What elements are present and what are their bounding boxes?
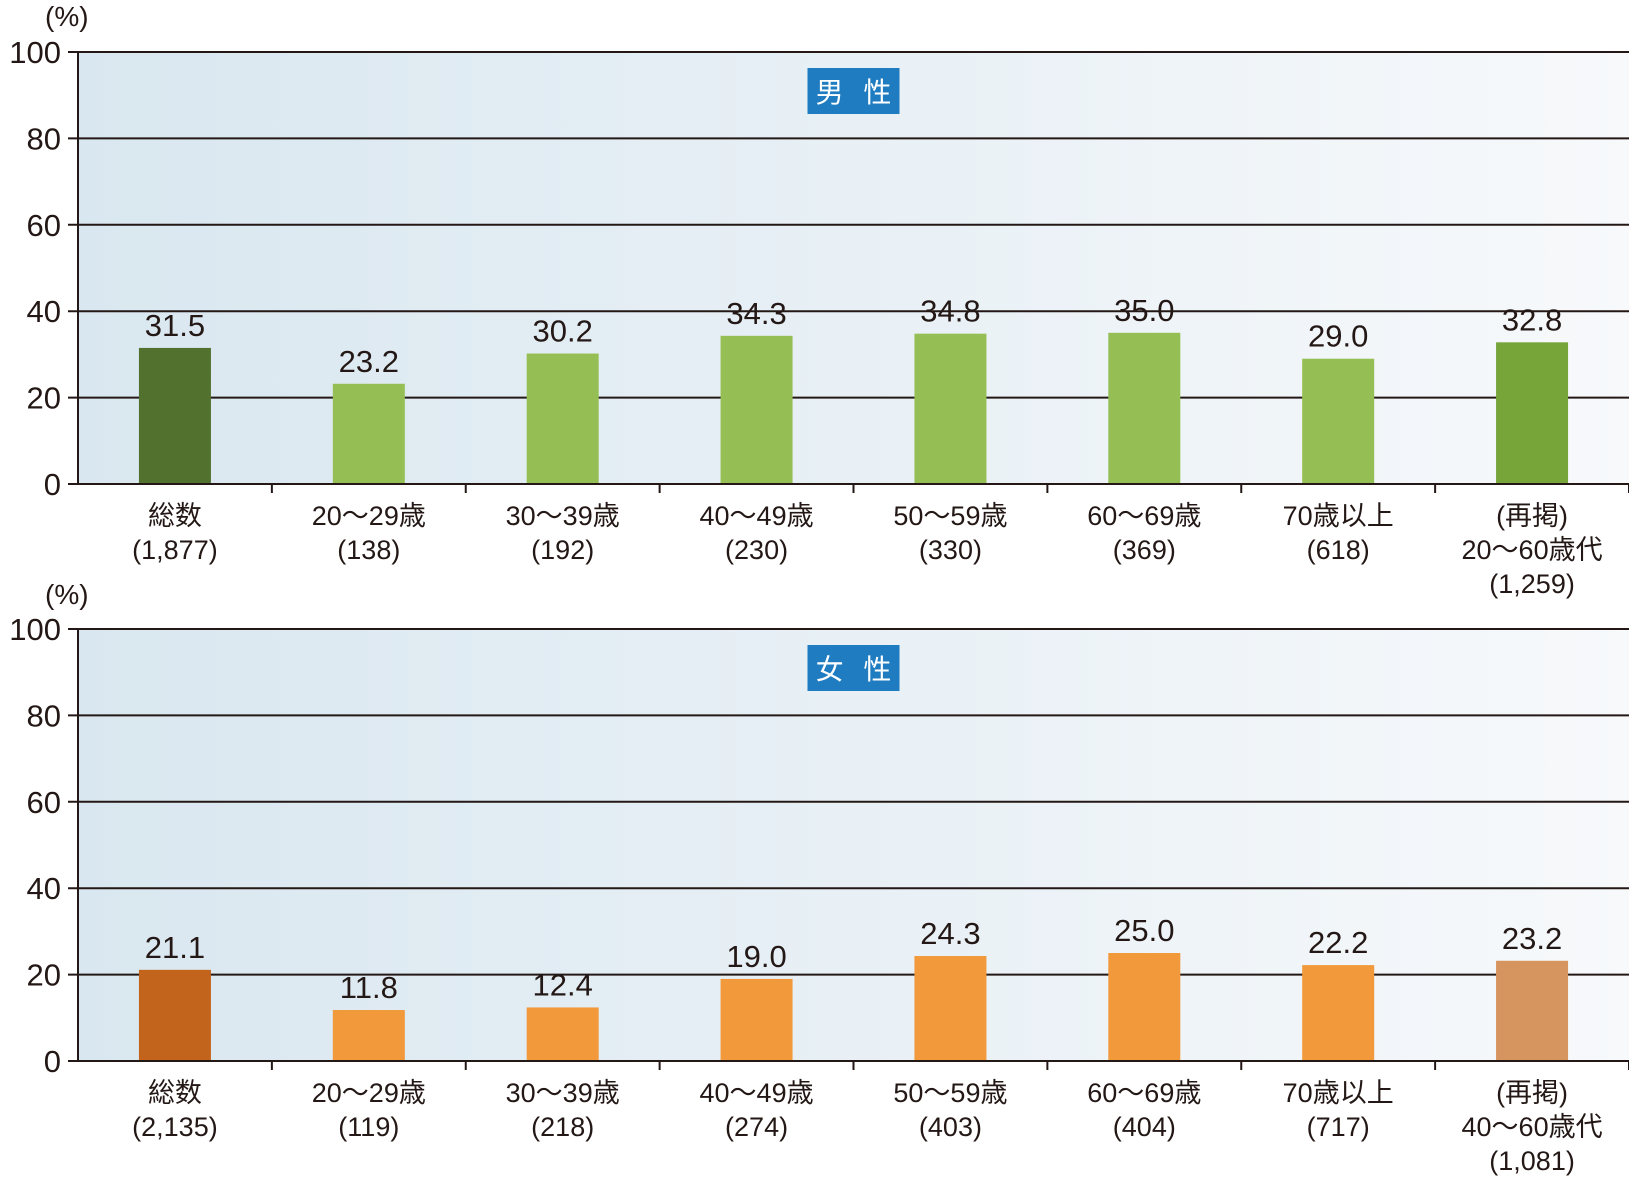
category-label: (再掲): [1496, 1078, 1568, 1108]
y-tick-label: 80: [27, 121, 61, 156]
value-label: 12.4: [533, 967, 593, 1002]
bar: [138, 347, 211, 484]
category-label: 40～49歳: [700, 501, 814, 531]
category-label: (717): [1307, 1112, 1370, 1142]
category-label: (再掲): [1496, 501, 1568, 531]
category-label: (2,135): [132, 1112, 218, 1142]
value-label: 19.0: [726, 939, 786, 974]
bar: [914, 333, 987, 484]
bar: [720, 978, 793, 1061]
category-label: 40～49歳: [700, 1078, 814, 1108]
category-label: 総数: [148, 1078, 202, 1108]
value-label: 23.2: [1502, 921, 1562, 956]
category-label: (1,081): [1489, 1146, 1575, 1176]
value-label: 31.5: [145, 308, 205, 343]
title-badge: [807, 68, 900, 114]
bar: [526, 1007, 599, 1061]
category-label: 40～60歳代: [1462, 1112, 1603, 1142]
category-label: 50～59歳: [893, 1078, 1007, 1108]
value-label: 32.8: [1502, 302, 1562, 337]
value-label: 21.1: [145, 930, 205, 965]
title-badge: [807, 645, 900, 691]
y-axis-unit: (%): [45, 579, 89, 610]
category-label: 50～59歳: [893, 501, 1007, 531]
y-tick-label: 80: [27, 698, 61, 733]
chart-title: 女 性: [816, 654, 898, 685]
bar: [1108, 332, 1181, 484]
plot-background: [78, 52, 1629, 484]
value-label: 22.2: [1308, 925, 1368, 960]
bar: [1496, 960, 1569, 1061]
y-axis-unit: (%): [45, 1, 89, 32]
category-label: 20～60歳代: [1462, 535, 1603, 565]
category-label: 60～69歳: [1087, 1078, 1201, 1108]
y-tick-label: 100: [9, 35, 61, 70]
category-label: 総数: [148, 501, 202, 531]
value-label: 11.8: [340, 970, 398, 1005]
category-label: (218): [531, 1112, 594, 1142]
value-label: 35.0: [1114, 293, 1174, 328]
category-label: (330): [919, 535, 982, 565]
bar: [526, 353, 599, 484]
chart-title: 男 性: [816, 77, 898, 108]
value-label: 34.3: [726, 296, 786, 331]
y-tick-label: 100: [9, 612, 61, 647]
bar: [332, 383, 405, 484]
chart-panel-1: 0 20 40 60 80 100(%) 男 性 31.5 総数 (1,877) 23.2 20～29…: [9, 1, 1629, 599]
y-tick-label: 60: [27, 785, 61, 820]
value-label: 23.2: [339, 344, 399, 379]
bar: [1496, 342, 1569, 484]
y-tick-label: 40: [27, 294, 61, 329]
y-tick-label: 40: [27, 871, 61, 906]
category-label: (403): [919, 1112, 982, 1142]
y-tick-label: 20: [27, 381, 61, 416]
bar: [1108, 953, 1181, 1061]
category-label: (119): [338, 1112, 399, 1142]
category-label: 20～29歳: [312, 1078, 426, 1108]
value-label: 29.0: [1308, 319, 1368, 354]
y-tick-label: 0: [44, 1044, 61, 1079]
category-label: 70歳以上: [1283, 1078, 1394, 1108]
y-tick-label: 60: [27, 208, 61, 243]
y-tick-label: 0: [44, 467, 61, 502]
category-label: (192): [531, 535, 594, 565]
bar: [332, 1010, 405, 1061]
y-tick-label: 20: [27, 958, 61, 993]
value-label: 25.0: [1114, 913, 1174, 948]
category-label: 70歳以上: [1283, 501, 1394, 531]
value-label: 34.8: [920, 294, 980, 329]
bar: [138, 969, 211, 1061]
category-label: (274): [725, 1112, 788, 1142]
bar: [720, 335, 793, 484]
category-label: (1,877): [132, 535, 218, 565]
bar: [1302, 358, 1375, 484]
bar: [1302, 965, 1375, 1061]
category-label: (369): [1113, 535, 1176, 565]
category-label: 60～69歳: [1087, 501, 1201, 531]
chart-panel-2: 0 20 40 60 80 100(%) 女 性 21.1 総数 (2,135) 11.8 20～29…: [9, 579, 1629, 1176]
category-label: (404): [1113, 1112, 1176, 1142]
category-label: 20～29歳: [312, 501, 426, 531]
bar: [914, 956, 987, 1061]
category-label: 30～39歳: [506, 501, 620, 531]
plot-background: [78, 629, 1629, 1061]
category-label: (230): [725, 535, 788, 565]
value-label: 24.3: [920, 916, 980, 951]
category-label: (618): [1307, 535, 1370, 565]
category-label: 30～39歳: [506, 1078, 620, 1108]
value-label: 30.2: [533, 314, 593, 349]
category-label: (138): [337, 535, 400, 565]
category-label: (1,259): [1489, 569, 1575, 599]
